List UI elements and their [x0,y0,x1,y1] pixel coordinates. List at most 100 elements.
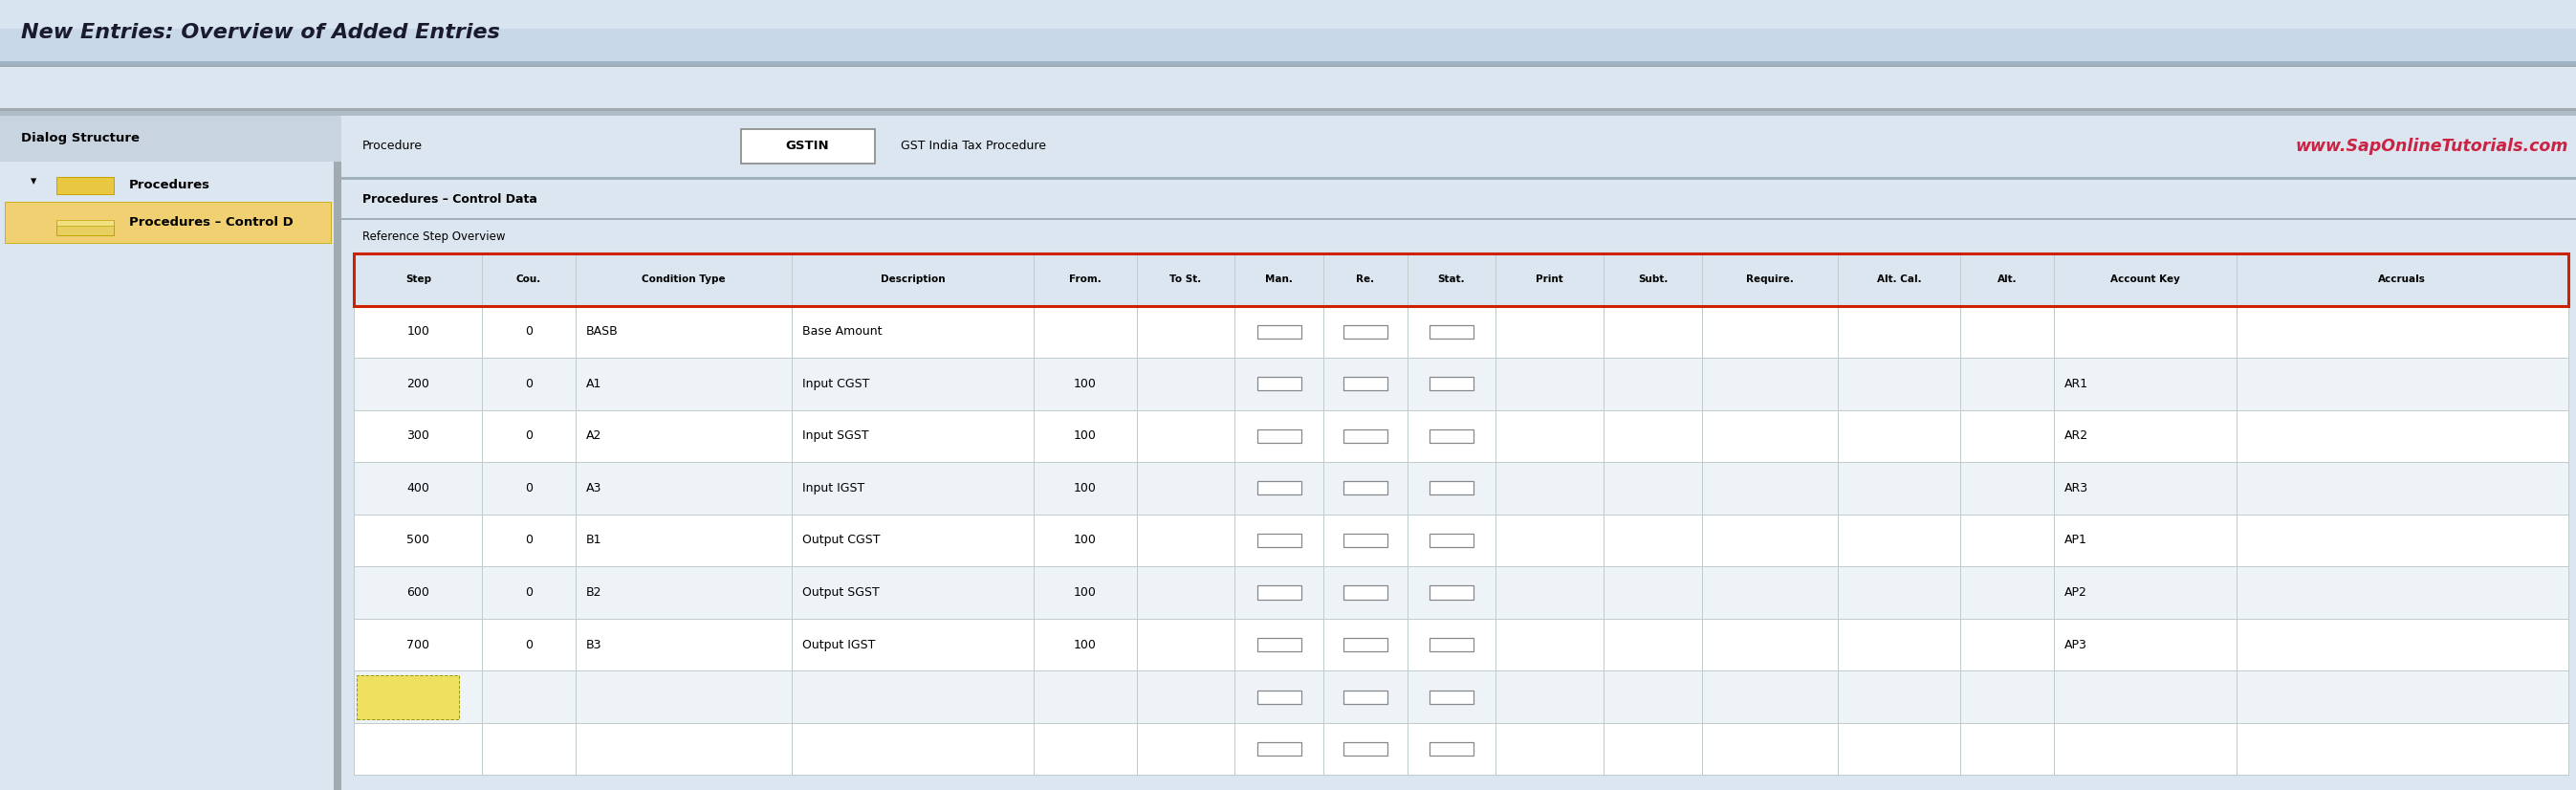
Bar [340,115,2576,177]
Bar [1430,743,1473,756]
Bar [355,723,2568,775]
Text: A3: A3 [585,482,603,495]
Text: AP2: AP2 [2063,586,2087,599]
Text: Input CGST: Input CGST [801,378,871,390]
Text: To St.: To St. [1170,275,1200,284]
Bar [355,254,2568,775]
Bar [340,220,2576,254]
Text: Condition Type: Condition Type [641,275,726,284]
Text: Subt.: Subt. [1638,275,1669,284]
Bar [355,619,2568,671]
Text: Description: Description [881,275,945,284]
Text: Account Key: Account Key [2110,275,2179,284]
Text: From.: From. [1069,275,1100,284]
Text: AR2: AR2 [2063,430,2089,442]
Text: 0: 0 [526,638,533,651]
Bar [0,115,340,161]
Text: Dialog Structure: Dialog Structure [21,132,139,145]
Text: B3: B3 [585,638,603,651]
Bar [5,202,330,243]
Text: Input IGST: Input IGST [801,482,866,495]
Text: Cou.: Cou. [515,275,541,284]
Bar [1345,743,1388,756]
Bar [355,675,459,720]
Bar [1257,743,1301,756]
Bar [1430,690,1473,704]
Bar [0,0,2576,29]
Bar [57,220,113,226]
Bar [1257,378,1301,391]
Text: Require.: Require. [1747,275,1793,284]
Bar [0,108,2576,111]
Text: 700: 700 [407,638,430,651]
Text: Output CGST: Output CGST [801,534,881,547]
Bar [340,115,2576,790]
Bar [0,0,2576,65]
Bar [1430,534,1473,547]
Text: 100: 100 [1074,638,1097,651]
Bar [1345,534,1388,547]
Text: AR3: AR3 [2063,482,2089,495]
Bar [355,462,2568,514]
Bar [355,514,2568,566]
Text: Procedures: Procedures [129,179,211,191]
Text: GSTIN: GSTIN [786,140,829,152]
Text: 100: 100 [407,325,430,338]
Bar [355,410,2568,462]
Bar [0,65,2576,67]
Bar [355,566,2568,619]
Text: 500: 500 [407,534,430,547]
Bar [340,180,2576,218]
Text: A2: A2 [585,430,603,442]
Bar [1257,638,1301,652]
Bar [355,671,2568,723]
Bar [0,111,2576,115]
Bar [1345,378,1388,391]
Text: 0: 0 [526,378,533,390]
Bar [1430,430,1473,442]
Bar [1257,325,1301,338]
Bar [1430,638,1473,652]
Text: 0: 0 [526,534,533,547]
Text: ▾: ▾ [31,175,36,188]
Text: New Entries: Overview of Added Entries: New Entries: Overview of Added Entries [21,23,500,42]
Text: Alt. Cal.: Alt. Cal. [1878,275,1922,284]
Text: Procedures – Control Data: Procedures – Control Data [361,193,536,205]
Bar [1345,586,1388,600]
Text: A1: A1 [585,378,603,390]
Bar [742,129,873,164]
Text: 200: 200 [407,378,430,390]
Bar [1345,482,1388,495]
Text: AR1: AR1 [2063,378,2089,390]
Bar [1345,638,1388,652]
Bar [1430,378,1473,391]
Bar [335,115,340,790]
Bar [1345,690,1388,704]
Text: Step: Step [404,275,430,284]
Bar [355,254,2568,306]
Text: Stat.: Stat. [1437,275,1466,284]
Text: Base Amount: Base Amount [801,325,881,338]
Bar [355,254,2568,306]
Bar [0,62,2576,65]
Text: Output IGST: Output IGST [801,638,876,651]
Text: Output SGST: Output SGST [801,586,878,599]
Bar [1430,586,1473,600]
Bar [0,115,340,790]
Bar [0,65,2576,111]
Bar [1430,482,1473,495]
Text: Print: Print [1535,275,1564,284]
Text: AP1: AP1 [2063,534,2087,547]
Text: www.SapOnlineTutorials.com: www.SapOnlineTutorials.com [2295,137,2568,155]
Text: Man.: Man. [1265,275,1293,284]
Text: Procedures – Control D: Procedures – Control D [129,216,294,229]
Bar [1345,430,1388,442]
Text: GST India Tax Procedure: GST India Tax Procedure [899,140,1046,152]
Text: Procedure: Procedure [361,140,422,152]
Bar [1257,586,1301,600]
Text: Alt.: Alt. [1996,275,2017,284]
Text: 100: 100 [1074,586,1097,599]
Text: B1: B1 [585,534,603,547]
Text: BASB: BASB [585,325,618,338]
Text: B2: B2 [585,586,603,599]
